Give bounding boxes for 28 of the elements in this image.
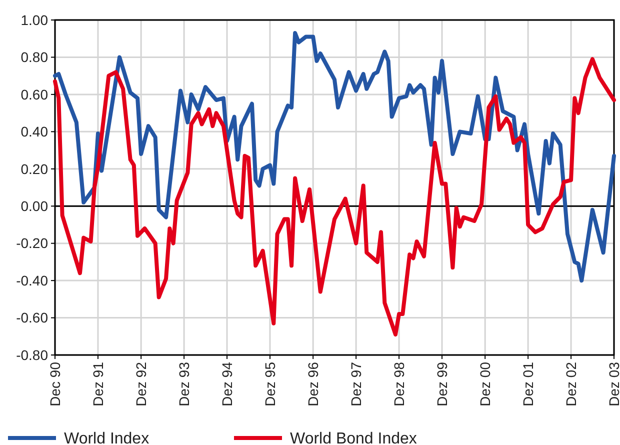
y-tick-label: 0.40 xyxy=(20,124,48,140)
line-series xyxy=(53,31,616,283)
y-tick-label: -0.60 xyxy=(16,310,48,326)
x-tick-label: Dez 03 xyxy=(606,362,620,406)
line-series xyxy=(53,57,616,337)
x-tick-label: Dez 96 xyxy=(304,362,321,406)
x-tick-label: Dez 95 xyxy=(262,362,278,406)
x-tick-label: Dez 98 xyxy=(390,362,407,406)
y-tick-label: 0.00 xyxy=(20,198,48,214)
x-tick-label: Dez 97 xyxy=(348,362,364,406)
x-tick-label: Dez 01 xyxy=(520,362,536,406)
y-tick-label: -0.40 xyxy=(16,272,48,288)
y-tick-label: 1.00 xyxy=(20,12,48,28)
x-tick-label: Dez 94 xyxy=(218,362,235,406)
x-tick-label: Dez 91 xyxy=(90,362,106,406)
y-tick-label: 0.60 xyxy=(20,86,48,102)
x-tick-label: Dez 93 xyxy=(176,362,192,406)
x-tick-label: Dez 92 xyxy=(132,362,149,406)
x-tick-label: Dez 02 xyxy=(562,362,579,406)
x-tick-label: Dec 90 xyxy=(46,362,63,406)
y-tick-label: -0.20 xyxy=(16,235,48,252)
y-tick-label: 0.20 xyxy=(20,160,48,177)
x-tick-label: Dez 00 xyxy=(476,362,493,406)
y-tick-label: -0.80 xyxy=(16,346,48,363)
x-tick-label: Dez 99 xyxy=(434,362,450,406)
legend-label: World Bond Index xyxy=(290,430,417,445)
legend-label: World Index xyxy=(64,430,150,445)
y-tick-label: 0.80 xyxy=(20,49,48,66)
